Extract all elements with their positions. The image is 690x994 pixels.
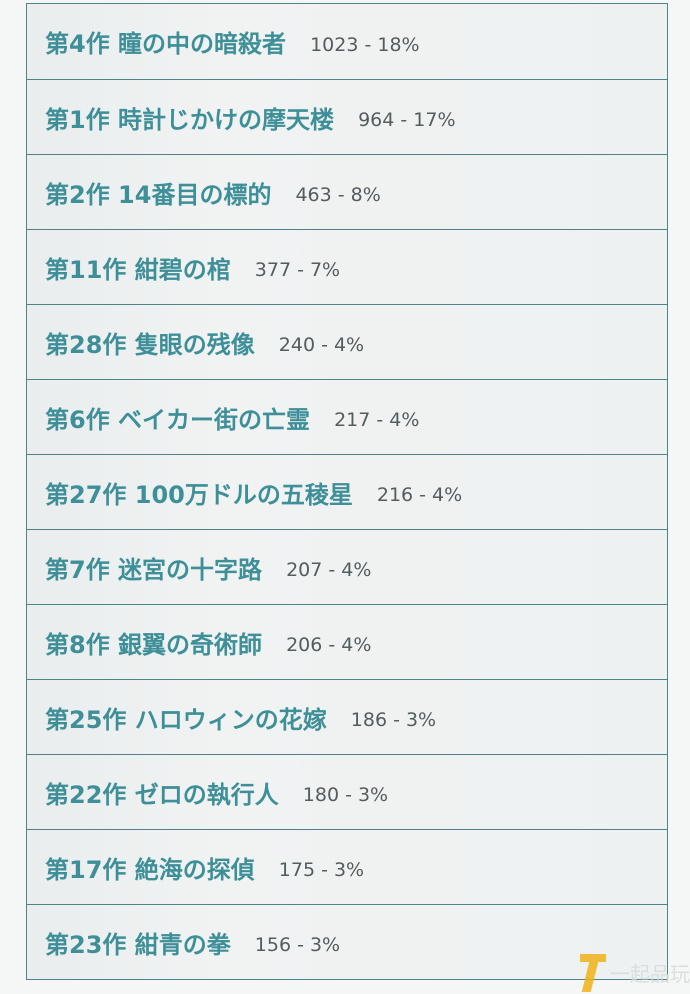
vote-stat: 180 - 3% — [302, 784, 389, 806]
list-item[interactable]: 第23作 紺青の拳 156 - 3% — [27, 905, 667, 980]
vote-stat: 217 - 4% — [334, 409, 420, 431]
movie-title: 第4作 瞳の中の暗殺者 — [45, 30, 287, 58]
list-item[interactable]: 第4作 瞳の中の暗殺者 1023 - 18% — [27, 4, 667, 80]
movie-title: 第8作 銀翼の奇術師 — [45, 630, 263, 659]
vote-stat: 463 - 8% — [295, 184, 381, 206]
list-item[interactable]: 第27作 100万ドルの五稜星 216 - 4% — [27, 455, 667, 530]
list-item[interactable]: 第8作 銀翼の奇術師 206 - 4% — [27, 605, 667, 680]
vote-stat: 964 - 17% — [358, 109, 456, 131]
vote-stat: 377 - 7% — [254, 259, 341, 281]
movie-title: 第2作 14番目の標的 — [45, 180, 272, 209]
list-item[interactable]: 第17作 絶海の探偵 175 - 3% — [27, 830, 667, 905]
vote-stat: 206 - 4% — [286, 634, 372, 656]
vote-stat: 207 - 4% — [286, 559, 372, 581]
watermark: 一起品玩 — [576, 952, 690, 992]
list-item[interactable]: 第28作 隻眼の残像 240 - 4% — [27, 305, 667, 380]
brand-logo-icon — [576, 952, 606, 992]
movie-title: 第6作 ベイカー街の亡霊 — [45, 405, 311, 434]
movie-title: 第23作 紺青の拳 — [45, 930, 231, 959]
list-item[interactable]: 第2作 14番目の標的 463 - 8% — [27, 155, 667, 230]
watermark-text: 一起品玩 — [610, 961, 690, 986]
movie-title: 第28作 隻眼の残像 — [45, 330, 255, 359]
vote-stat: 1023 - 18% — [310, 33, 420, 56]
movie-title: 第7作 迷宮の十字路 — [45, 555, 263, 584]
movie-title: 第17作 絶海の探偵 — [45, 855, 255, 884]
movie-title: 第27作 100万ドルの五稜星 — [45, 480, 353, 509]
list-item[interactable]: 第6作 ベイカー街の亡霊 217 - 4% — [27, 380, 667, 455]
list-item[interactable]: 第11作 紺碧の棺 377 - 7% — [27, 230, 667, 305]
vote-stat: 175 - 3% — [278, 859, 365, 881]
vote-stat: 240 - 4% — [278, 334, 365, 356]
movie-title: 第11作 紺碧の棺 — [45, 255, 231, 284]
vote-stat: 216 - 4% — [376, 484, 463, 506]
movie-title: 第1作 時計じかけの摩天楼 — [45, 105, 335, 134]
movie-title: 第22作 ゼロの執行人 — [45, 780, 279, 809]
vote-stat: 186 - 3% — [350, 709, 437, 731]
vote-stat: 156 - 3% — [254, 934, 341, 956]
ranking-list: 第4作 瞳の中の暗殺者 1023 - 18% 第1作 時計じかけの摩天楼 964… — [26, 3, 668, 980]
list-item[interactable]: 第1作 時計じかけの摩天楼 964 - 17% — [27, 80, 667, 155]
list-item[interactable]: 第25作 ハロウィンの花嫁 186 - 3% — [27, 680, 667, 755]
list-item[interactable]: 第7作 迷宮の十字路 207 - 4% — [27, 530, 667, 605]
movie-title: 第25作 ハロウィンの花嫁 — [45, 705, 327, 734]
list-item[interactable]: 第22作 ゼロの執行人 180 - 3% — [27, 755, 667, 830]
